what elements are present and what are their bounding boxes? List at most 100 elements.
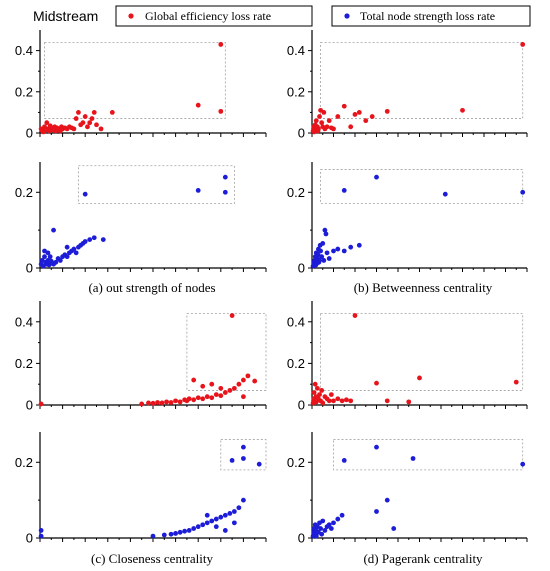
point-c-strength-18 <box>231 509 237 514</box>
point-b-efficiency-27 <box>369 114 375 119</box>
caption-b: (b) Betweenness centrality <box>354 280 493 295</box>
point-c-strength-14 <box>213 516 219 522</box>
point-a-strength-20 <box>73 250 79 256</box>
point-b-efficiency-28 <box>384 108 390 114</box>
point-c-efficiency-4 <box>155 400 160 405</box>
point-c-strength-3 <box>161 532 167 538</box>
point-d-efficiency-23 <box>374 380 379 386</box>
point-c-efficiency-0 <box>38 401 44 407</box>
figure-chrome: Midstream Global efficiency loss rate To… <box>33 5 531 566</box>
y-tick-label-c-efficiency-0: 0 <box>26 398 33 413</box>
y-tick-label-d-strength-1: 0.2 <box>287 455 305 470</box>
point-d-efficiency-20 <box>344 397 349 403</box>
y-tick-label-a-efficiency-2: 0.4 <box>15 43 33 58</box>
y-tick-label-c-efficiency-1: 0.2 <box>15 356 33 371</box>
y-tick-label-b-efficiency-0: 0 <box>298 126 305 141</box>
y-tick-label-d-efficiency-1: 0.2 <box>287 356 305 371</box>
point-c-efficiency-6 <box>164 399 169 405</box>
point-d-efficiency-9 <box>317 392 322 397</box>
point-c-strength-15 <box>218 514 224 520</box>
point-c-strength-7 <box>182 528 188 534</box>
point-a-efficiency-30 <box>85 124 90 130</box>
point-c-strength-27 <box>241 456 246 461</box>
legend-box-total-node-strength <box>331 5 531 27</box>
point-b-efficiency-29 <box>460 107 465 113</box>
point-c-efficiency-2 <box>146 400 151 406</box>
point-a-strength-25 <box>87 237 93 243</box>
legend-marker-total-node-strength <box>344 13 350 19</box>
point-b-efficiency-24 <box>352 112 358 117</box>
point-b-efficiency-25 <box>356 110 362 115</box>
point-a-strength-16 <box>64 254 70 260</box>
point-d-efficiency-17 <box>331 398 336 404</box>
point-b-strength-20 <box>324 250 330 256</box>
point-c-strength-19 <box>236 505 242 511</box>
point-a-efficiency-31 <box>87 120 93 126</box>
point-a-strength-24 <box>82 239 88 244</box>
point-c-strength-13 <box>209 518 215 524</box>
point-a-efficiency-35 <box>98 126 104 132</box>
point-c-strength-17 <box>227 510 233 516</box>
legend-box-global-efficiency <box>115 5 313 27</box>
point-c-strength-8 <box>186 528 192 533</box>
point-a-strength-33 <box>82 191 88 197</box>
y-tick-label-c-strength-1: 0.2 <box>15 455 33 470</box>
point-c-efficiency-21 <box>227 388 233 393</box>
y-tick-label-a-strength-1: 0.2 <box>15 185 33 200</box>
point-b-strength-30 <box>520 189 526 195</box>
figure-title: Midstream <box>33 8 98 24</box>
point-c-efficiency-12 <box>186 396 192 402</box>
legend-item-total-node-strength: Total node strength loss rate <box>331 5 531 27</box>
point-c-strength-6 <box>177 529 183 535</box>
point-a-efficiency-37 <box>195 102 201 108</box>
point-c-efficiency-24 <box>241 377 246 383</box>
y-tick-label-d-efficiency-2: 0.4 <box>287 314 305 329</box>
point-a-efficiency-25 <box>73 116 79 121</box>
point-c-efficiency-29 <box>218 385 224 391</box>
highlight-box-b-strength <box>320 169 524 205</box>
highlight-box-d-strength <box>333 439 524 471</box>
point-b-efficiency-18 <box>326 118 332 124</box>
scatter-panels: 00.20.400.200.20.400.200.20.400.200.20.4… <box>15 30 528 546</box>
point-d-strength-25 <box>410 456 416 461</box>
legend-label-global-efficiency: Global efficiency loss rate <box>145 9 271 23</box>
point-c-strength-26 <box>241 444 246 450</box>
point-d-strength-11 <box>319 531 325 537</box>
panel-b-efficiency: 0 0.2 0.4 <box>287 30 528 141</box>
point-a-strength-19 <box>71 246 77 252</box>
point-b-strength-17 <box>321 258 327 263</box>
point-c-strength-20 <box>241 497 246 503</box>
point-b-strength-26 <box>356 242 362 248</box>
caption-d: (d) Pagerank centrality <box>363 551 483 566</box>
point-a-efficiency-29 <box>82 114 88 119</box>
point-a-strength-30 <box>45 250 51 256</box>
point-d-strength-10 <box>318 526 323 531</box>
point-b-efficiency-11 <box>317 114 322 119</box>
point-c-strength-23 <box>222 528 228 533</box>
highlight-box-c-efficiency <box>186 313 267 391</box>
point-d-strength-13 <box>322 528 328 533</box>
point-c-strength-22 <box>213 524 219 530</box>
point-d-efficiency-12 <box>320 400 326 406</box>
point-a-efficiency-33 <box>91 110 97 115</box>
point-c-strength-16 <box>222 512 228 518</box>
point-c-efficiency-14 <box>195 395 201 401</box>
point-c-strength-25 <box>229 457 235 463</box>
point-c-efficiency-32 <box>241 394 246 400</box>
y-tick-label-c-strength-0: 0 <box>26 531 33 546</box>
point-b-strength-27 <box>341 187 347 193</box>
point-c-efficiency-3 <box>150 400 156 406</box>
panel-a-strength: 00.2 <box>15 162 267 276</box>
point-d-efficiency-27 <box>513 379 519 385</box>
point-c-efficiency-25 <box>245 373 251 379</box>
point-b-efficiency-15 <box>321 110 327 115</box>
point-a-strength-36 <box>222 189 228 195</box>
point-b-strength-28 <box>374 174 379 180</box>
point-c-efficiency-19 <box>218 393 224 399</box>
point-d-strength-18 <box>335 516 341 522</box>
point-b-strength-21 <box>326 256 332 261</box>
point-c-strength-2 <box>150 533 156 539</box>
point-a-strength-34 <box>195 187 201 193</box>
point-a-efficiency-32 <box>89 116 95 121</box>
point-d-efficiency-26 <box>417 375 422 381</box>
